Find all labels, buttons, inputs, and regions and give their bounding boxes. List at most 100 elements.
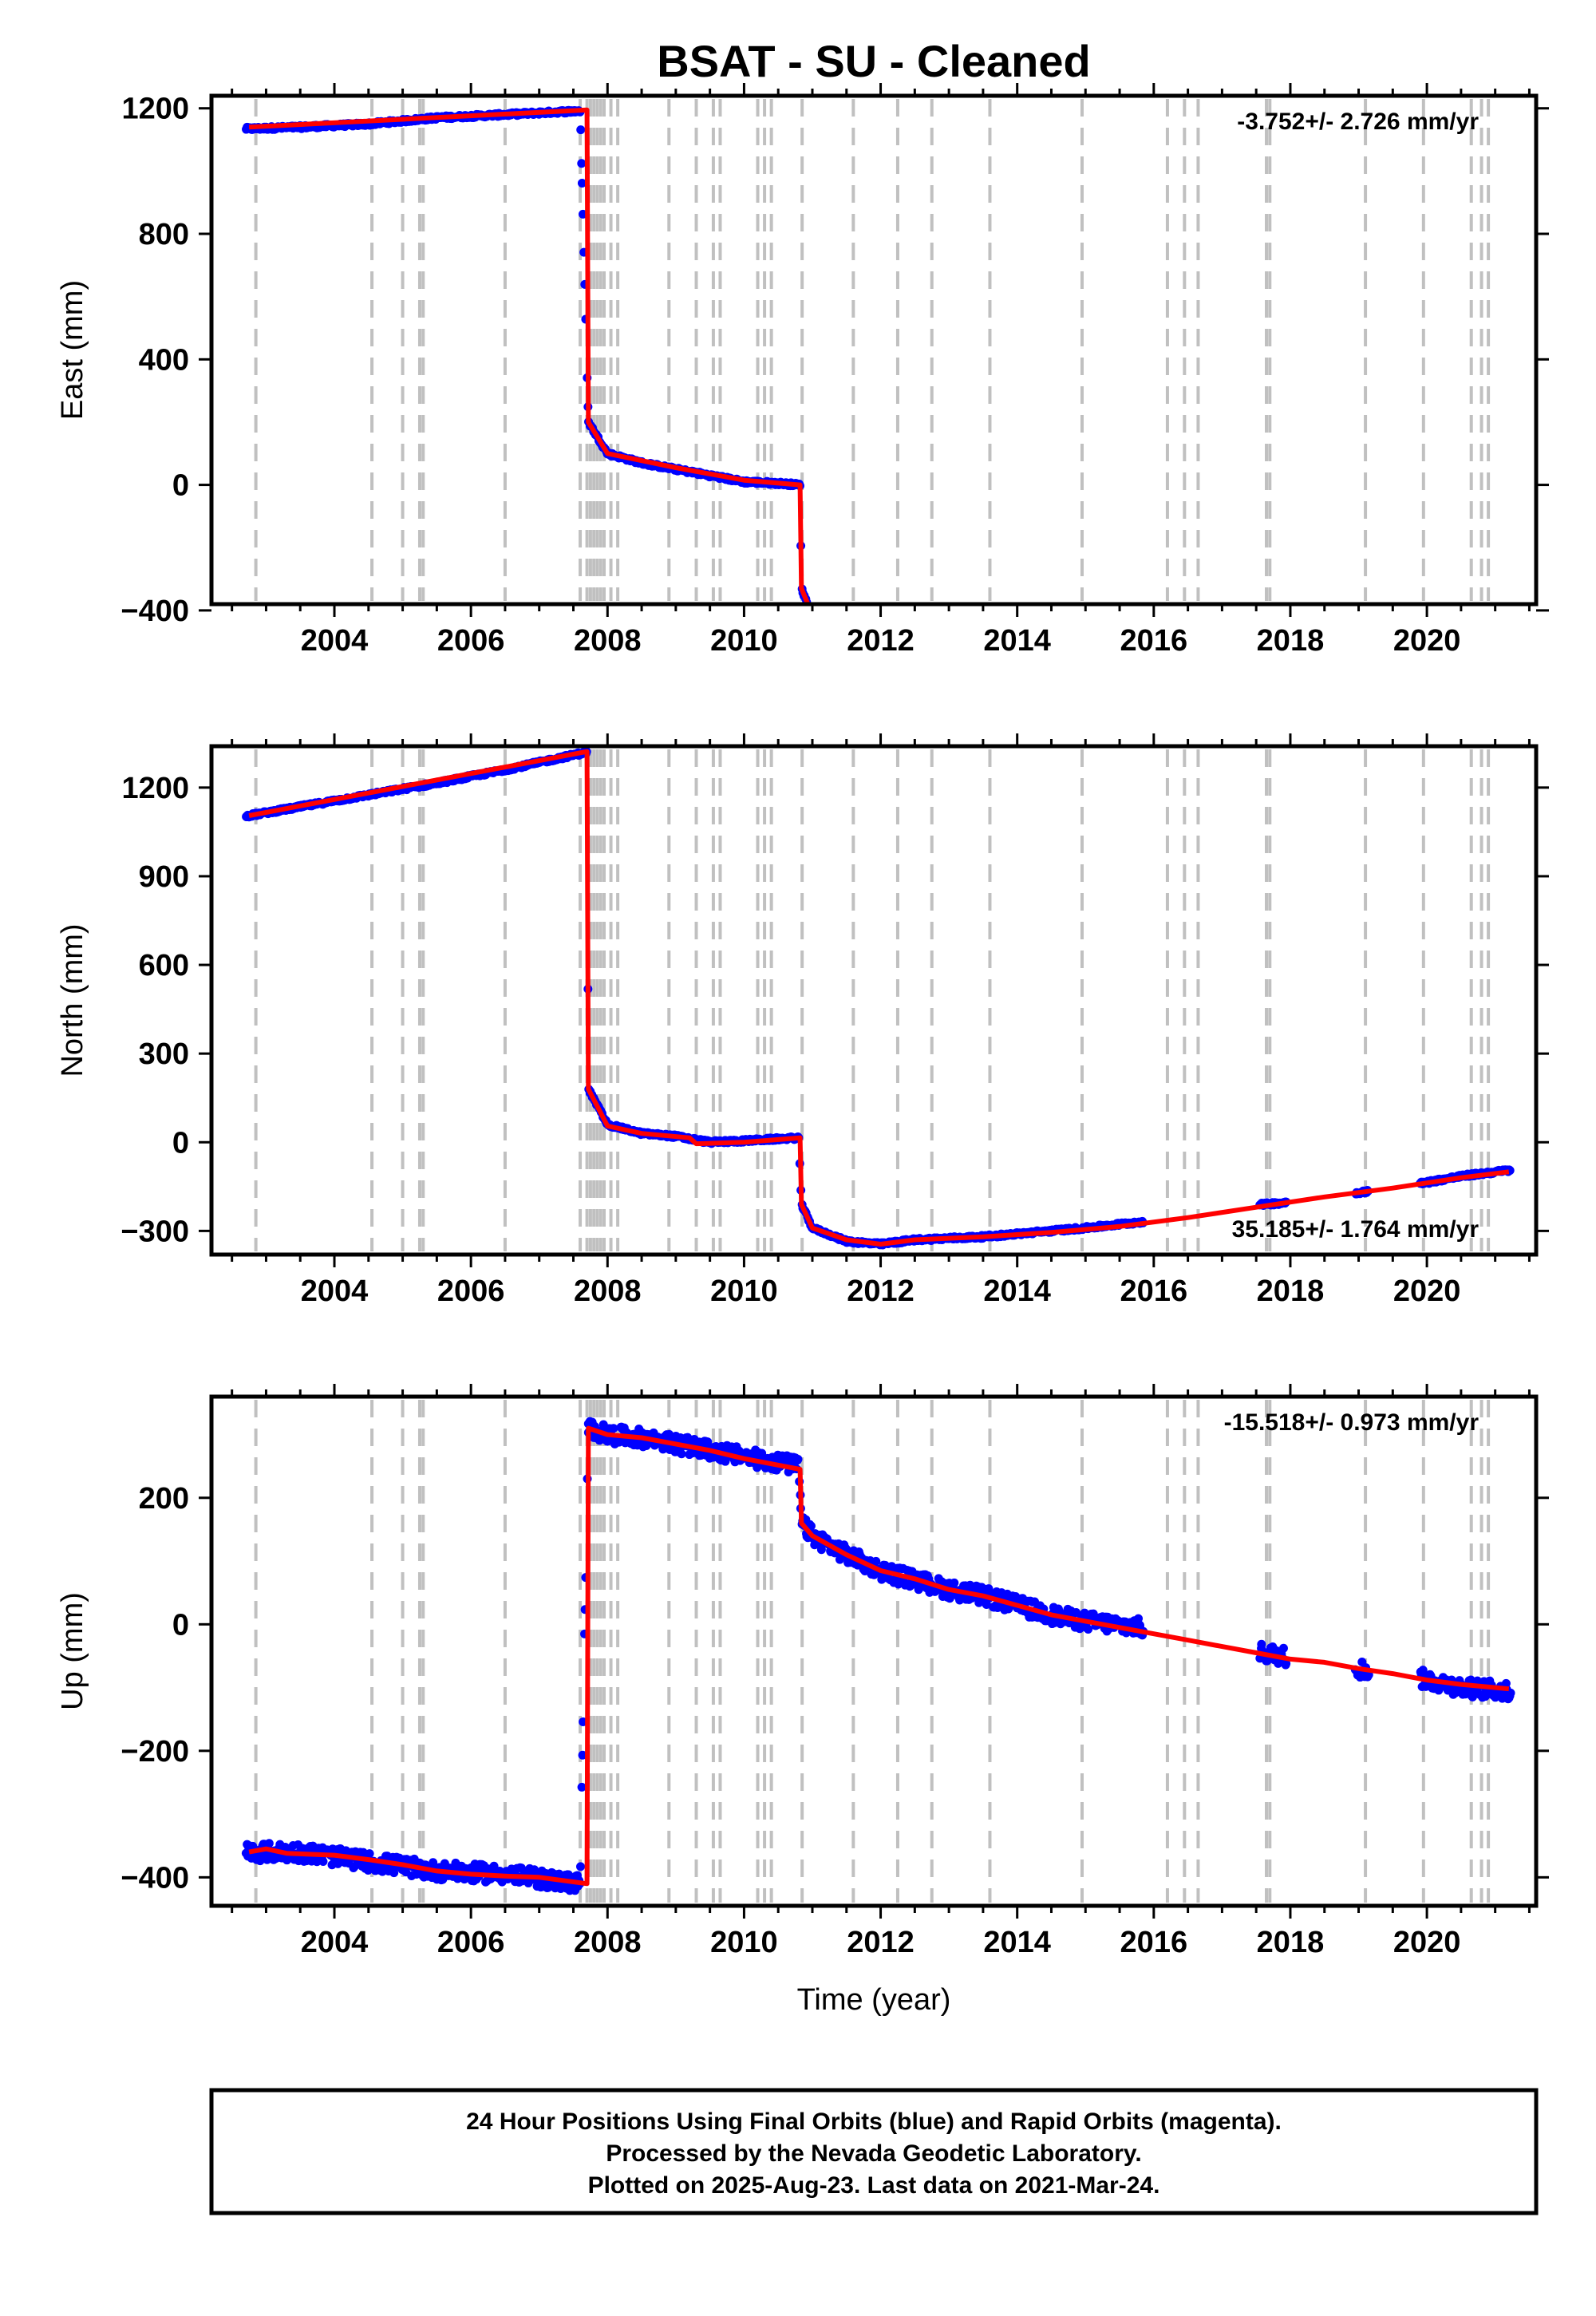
east-data-point bbox=[1021, 682, 1029, 691]
east-data-point bbox=[904, 663, 913, 672]
east-data-point bbox=[994, 681, 1002, 690]
east-data-point bbox=[964, 674, 973, 683]
east-data-point bbox=[1505, 701, 1514, 709]
east-data-point bbox=[1001, 682, 1009, 690]
east-data-point bbox=[897, 662, 906, 670]
east-data-point bbox=[954, 674, 963, 682]
east-data-point bbox=[947, 671, 956, 680]
east-x-tick-label: 2012 bbox=[847, 624, 915, 658]
east-data-point bbox=[1420, 700, 1429, 709]
east-data-point bbox=[1046, 686, 1055, 695]
east-data-point bbox=[958, 675, 966, 684]
east-data-point bbox=[957, 675, 966, 684]
east-data-point bbox=[1282, 698, 1291, 706]
east-data-point bbox=[1125, 692, 1134, 701]
east-data-point bbox=[1424, 702, 1433, 711]
up-data-point bbox=[365, 1849, 374, 1859]
east-data-point bbox=[928, 670, 937, 678]
footer-line-1: 24 Hour Positions Using Final Orbits (bl… bbox=[466, 2109, 1282, 2135]
up-y-tick-label: −400 bbox=[120, 1861, 189, 1895]
east-data-point bbox=[1274, 699, 1283, 708]
east-data-point bbox=[1099, 690, 1108, 699]
east-data-point bbox=[1077, 690, 1086, 698]
east-data-point bbox=[885, 658, 894, 666]
up-data-point bbox=[950, 1578, 959, 1587]
up-plot-area bbox=[241, 1417, 1515, 1895]
east-data-point bbox=[1084, 690, 1092, 699]
east-data-point bbox=[952, 674, 961, 683]
east-data-point bbox=[1030, 683, 1039, 692]
up-y-tick-label: 200 bbox=[139, 1482, 189, 1516]
east-data-point bbox=[834, 633, 843, 642]
east-data-point bbox=[977, 677, 986, 686]
east-data-point bbox=[1356, 701, 1365, 709]
east-data-point bbox=[908, 664, 917, 673]
east-data-point bbox=[1456, 703, 1465, 712]
up-data-point bbox=[1134, 1614, 1144, 1623]
east-data-point bbox=[1027, 682, 1036, 691]
east-data-point bbox=[899, 661, 907, 670]
east-data-point bbox=[983, 680, 992, 689]
east-data-point bbox=[910, 665, 918, 674]
east-data-point bbox=[961, 676, 970, 685]
east-data-point bbox=[962, 674, 971, 682]
up-data-point bbox=[577, 1782, 587, 1792]
east-data-point bbox=[1420, 702, 1428, 710]
north-x-tick-label: 2016 bbox=[1120, 1275, 1188, 1308]
east-data-point bbox=[883, 657, 892, 666]
east-data-point bbox=[1082, 690, 1091, 698]
east-data-point bbox=[937, 670, 946, 678]
east-data-point bbox=[1035, 684, 1044, 693]
east-data-point bbox=[1129, 690, 1138, 699]
north-y-tick-label: 900 bbox=[139, 860, 189, 894]
east-data-point bbox=[1072, 688, 1080, 697]
east-data-point bbox=[1484, 702, 1493, 711]
east-data-point bbox=[901, 661, 910, 670]
up-data-point bbox=[318, 1857, 328, 1867]
east-y-tick-label: 0 bbox=[172, 469, 189, 503]
east-data-point bbox=[976, 676, 985, 685]
east-data-point bbox=[808, 614, 817, 622]
east-data-point bbox=[1053, 687, 1061, 696]
east-data-point bbox=[1434, 701, 1443, 709]
east-data-point bbox=[1354, 699, 1363, 708]
east-data-point bbox=[981, 678, 990, 687]
east-data-point bbox=[1088, 689, 1097, 698]
east-data-point bbox=[1266, 698, 1274, 707]
east-data-point bbox=[1450, 700, 1459, 709]
east-data-point bbox=[919, 668, 928, 677]
east-data-point bbox=[1068, 687, 1077, 696]
footer-line-3: Plotted on 2025-Aug-23. Last data on 202… bbox=[588, 2172, 1160, 2199]
east-data-point bbox=[1432, 701, 1441, 709]
east-data-point bbox=[1139, 690, 1148, 699]
east-data-point bbox=[1137, 690, 1146, 698]
east-data-point bbox=[1354, 699, 1363, 708]
east-data-point bbox=[1021, 681, 1030, 690]
east-data-point bbox=[1452, 702, 1460, 711]
east-data-point bbox=[824, 625, 832, 634]
east-data-point bbox=[1494, 702, 1503, 710]
east-data-point bbox=[1104, 690, 1113, 699]
east-data-point bbox=[806, 609, 815, 618]
east-y-axis-title: East (mm) bbox=[56, 280, 89, 420]
east-data-point bbox=[906, 663, 915, 672]
north-panel: 2004 2006 2008 2010 2012 2014 2016 2018 2020 −300… bbox=[56, 733, 1549, 1308]
east-data-point bbox=[998, 681, 1006, 690]
east-data-point bbox=[1135, 692, 1144, 701]
east-data-point bbox=[1428, 701, 1437, 709]
east-data-point bbox=[1116, 689, 1124, 698]
east-data-point bbox=[1037, 683, 1045, 692]
east-data-point bbox=[1101, 691, 1110, 700]
east-data-point bbox=[967, 677, 976, 686]
east-data-point bbox=[1476, 702, 1484, 711]
east-data-point bbox=[1080, 690, 1089, 698]
east-data-point bbox=[1494, 702, 1503, 711]
up-x-tick-label: 2016 bbox=[1120, 1926, 1188, 1959]
up-data-point bbox=[1257, 1639, 1266, 1649]
east-data-point bbox=[1064, 686, 1073, 695]
east-data-point bbox=[1458, 700, 1467, 709]
east-data-point bbox=[1049, 686, 1058, 695]
east-data-point bbox=[1479, 701, 1488, 709]
east-data-point bbox=[1017, 682, 1025, 691]
